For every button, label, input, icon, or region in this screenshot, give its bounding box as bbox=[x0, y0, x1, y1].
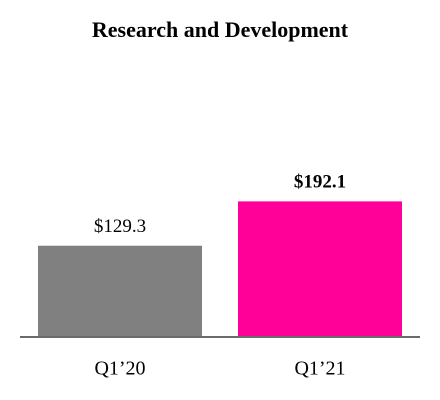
chart-title: Research and Development bbox=[92, 17, 349, 42]
bar bbox=[38, 245, 202, 337]
value-label: $129.3 bbox=[94, 216, 146, 237]
x-tick-label: Q1’21 bbox=[294, 358, 345, 380]
bar bbox=[238, 201, 402, 337]
value-label: $192.1 bbox=[294, 172, 346, 193]
x-tick-label: Q1’20 bbox=[94, 358, 145, 380]
